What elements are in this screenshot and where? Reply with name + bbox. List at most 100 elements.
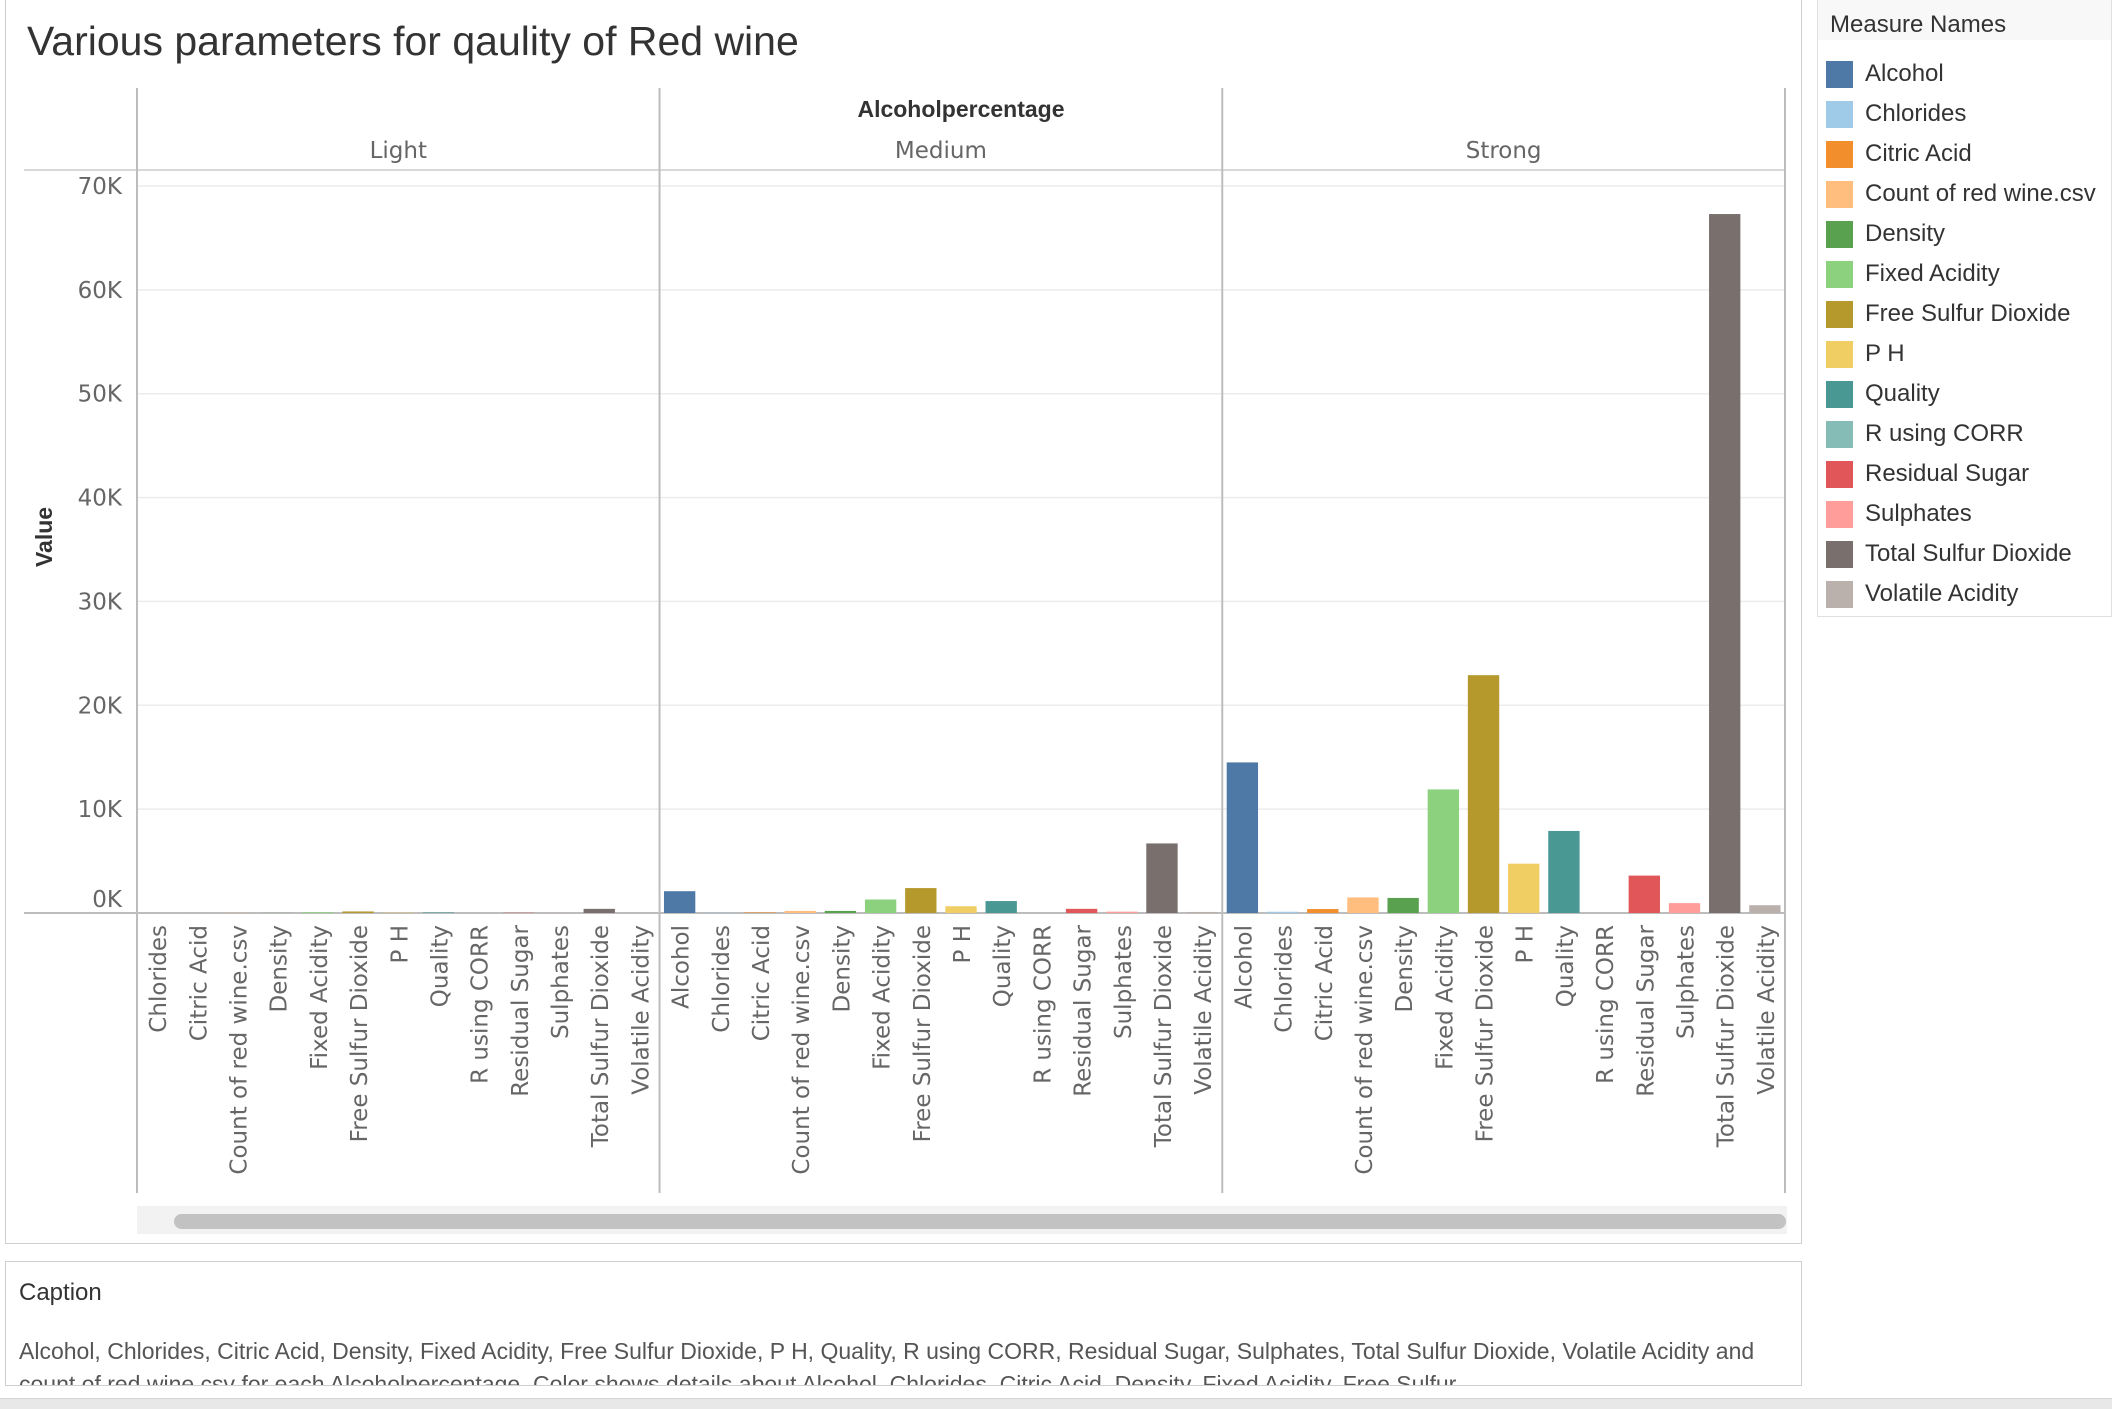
bar-strong-alcohol[interactable]	[1227, 762, 1258, 913]
bar-medium-quality[interactable]	[986, 901, 1017, 913]
x-tick-label: Free Sulfur Dioxide	[910, 925, 936, 1142]
legend-item-chlorides[interactable]: Chlorides	[1826, 94, 1966, 134]
x-tick-label: Alcohol	[669, 925, 695, 1009]
legend-item-alcohol[interactable]: Alcohol	[1826, 54, 1944, 94]
legend-label: Density	[1865, 220, 1945, 248]
x-tick-label: Free Sulfur Dioxide	[347, 925, 373, 1142]
x-tick-label: Citric Acid	[749, 925, 775, 1041]
legend-swatch	[1826, 261, 1853, 288]
x-tick-label: Fixed Acidity	[870, 925, 896, 1070]
panel-header-medium: Medium	[895, 138, 987, 164]
x-tick-label: R using CORR	[468, 925, 494, 1084]
bar-strong-volatile-acidity[interactable]	[1749, 905, 1780, 913]
x-tick-label: Citric Acid	[186, 925, 212, 1041]
legend-swatch	[1826, 181, 1853, 208]
y-tick-label: 60K	[78, 278, 123, 304]
bar-light-fixed-acidity[interactable]	[302, 912, 333, 913]
x-tick-label: Quality	[990, 925, 1016, 1007]
legend-label: Residual Sugar	[1865, 460, 2029, 488]
y-tick-label: 40K	[78, 486, 123, 512]
legend-item-sulphates[interactable]: Sulphates	[1826, 494, 1972, 534]
x-tick-label: P H	[1513, 925, 1539, 963]
bar-medium-p-h[interactable]	[945, 906, 976, 913]
x-tick-label: Residual Sugar	[1071, 924, 1097, 1096]
legend-label: Quality	[1865, 380, 1940, 408]
bar-medium-sulphates[interactable]	[1106, 912, 1137, 913]
x-tick-label: Quality	[427, 925, 453, 1007]
caption-text: Alcohol, Chlorides, Citric Acid, Density…	[19, 1335, 1779, 1386]
legend-label: Volatile Acidity	[1865, 580, 2018, 608]
x-tick-label: Residual Sugar	[508, 924, 534, 1096]
legend-item-fixed-acidity[interactable]: Fixed Acidity	[1826, 254, 2000, 294]
x-tick-label: P H	[950, 925, 976, 963]
bar-strong-residual-sugar[interactable]	[1629, 876, 1660, 913]
legend-item-density[interactable]: Density	[1826, 214, 1945, 254]
legend-swatch	[1826, 141, 1853, 168]
bar-light-free-sulfur-dioxide[interactable]	[342, 911, 373, 913]
x-tick-label: Density	[267, 925, 293, 1012]
bar-medium-count-of-red-wine-csv[interactable]	[785, 911, 816, 913]
bar-strong-quality[interactable]	[1548, 831, 1579, 913]
bar-light-total-sulfur-dioxide[interactable]	[584, 909, 615, 913]
x-tick-label: Sulphates	[1111, 925, 1137, 1039]
legend-swatch	[1826, 421, 1853, 448]
legend-item-residual-sugar[interactable]: Residual Sugar	[1826, 454, 2029, 494]
bar-strong-sulphates[interactable]	[1669, 903, 1700, 913]
x-tick-label: Quality	[1553, 925, 1579, 1007]
bar-medium-volatile-acidity[interactable]	[1186, 912, 1217, 913]
bar-medium-density[interactable]	[825, 911, 856, 913]
bar-strong-citric-acid[interactable]	[1307, 909, 1338, 913]
legend-item-citric-acid[interactable]: Citric Acid	[1826, 134, 1972, 174]
legend-item-r-using-corr[interactable]: R using CORR	[1826, 414, 2024, 454]
gridlines	[24, 170, 1785, 913]
x-tick-label: Sulphates	[548, 925, 574, 1039]
bar-strong-free-sulfur-dioxide[interactable]	[1468, 675, 1499, 913]
bar-strong-chlorides[interactable]	[1267, 912, 1298, 913]
y-tick-label: 10K	[78, 797, 123, 823]
bar-strong-count-of-red-wine-csv[interactable]	[1347, 897, 1378, 913]
legend-item-p-h[interactable]: P H	[1826, 334, 1905, 374]
y-tick-label: 30K	[78, 589, 123, 615]
x-tick-label: Fixed Acidity	[1432, 925, 1458, 1070]
y-tick-label: 50K	[78, 382, 123, 408]
legend-label: Alcohol	[1865, 60, 1944, 88]
bar-strong-fixed-acidity[interactable]	[1428, 789, 1459, 913]
y-tick-label: 20K	[78, 693, 123, 719]
bar-medium-alcohol[interactable]	[664, 891, 695, 913]
bar-strong-total-sulfur-dioxide[interactable]	[1709, 214, 1740, 913]
x-tick-label: Alcohol	[1231, 925, 1257, 1009]
x-tick-label: Citric Acid	[1312, 925, 1338, 1041]
legend-item-total-sulfur-dioxide[interactable]: Total Sulfur Dioxide	[1826, 534, 2072, 574]
legend-label: Sulphates	[1865, 500, 1972, 528]
bar-medium-residual-sugar[interactable]	[1066, 909, 1097, 913]
horizontal-scrollbar-thumb[interactable]	[174, 1214, 1786, 1229]
legend-item-count-of-red-wine-csv[interactable]: Count of red wine.csv	[1826, 174, 2096, 214]
bar-light-quality[interactable]	[423, 912, 454, 913]
legend-swatch	[1826, 301, 1853, 328]
legend-swatch	[1826, 101, 1853, 128]
panel-header-light: Light	[370, 138, 427, 164]
legend-item-quality[interactable]: Quality	[1826, 374, 1940, 414]
bar-medium-citric-acid[interactable]	[744, 912, 775, 913]
bar-medium-fixed-acidity[interactable]	[865, 899, 896, 913]
bar-medium-total-sulfur-dioxide[interactable]	[1146, 843, 1177, 913]
legend-item-volatile-acidity[interactable]: Volatile Acidity	[1826, 574, 2018, 614]
bar-medium-free-sulfur-dioxide[interactable]	[905, 888, 936, 913]
column-header-alcoholpercentage: Alcoholpercentage	[857, 96, 1064, 122]
bar-strong-p-h[interactable]	[1508, 864, 1539, 913]
legend-label: Fixed Acidity	[1865, 260, 2000, 288]
legend-item-free-sulfur-dioxide[interactable]: Free Sulfur Dioxide	[1826, 294, 2070, 334]
bottom-tab-strip	[0, 1398, 2112, 1409]
x-tick-label: Fixed Acidity	[307, 925, 333, 1070]
legend-label: Free Sulfur Dioxide	[1865, 300, 2070, 328]
legend-label: Count of red wine.csv	[1865, 180, 2096, 208]
legend-swatch	[1826, 461, 1853, 488]
x-tick-label: Residual Sugar	[1633, 924, 1659, 1096]
bar-strong-density[interactable]	[1387, 898, 1418, 913]
x-tick-label: R using CORR	[1030, 925, 1056, 1084]
